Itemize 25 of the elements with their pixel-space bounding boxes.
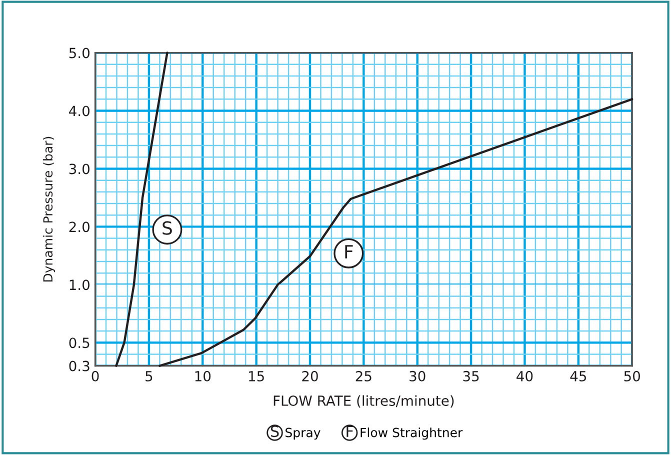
legend-label: Spray xyxy=(286,428,320,440)
legend-label: Flow Straightner xyxy=(360,428,463,440)
annotation: F xyxy=(345,245,353,258)
y-tick-label: 4.0 xyxy=(69,106,90,116)
x-tick-label: 0 xyxy=(92,370,99,382)
x-tick-label: 15 xyxy=(249,371,264,382)
text: S xyxy=(270,426,279,438)
y-tick-label: 5.0 xyxy=(69,48,90,58)
y-tick-label: 1.0 xyxy=(70,280,90,290)
y-tick-label: 3.0 xyxy=(69,164,90,174)
x-tick-label: 35 xyxy=(463,370,479,382)
x-tick-label: 25 xyxy=(356,370,372,382)
x-tick-label: 20 xyxy=(302,370,318,382)
annotation: S xyxy=(162,221,172,235)
y-tick-label: 0.5 xyxy=(69,338,90,348)
x-tick-label: 30 xyxy=(410,370,426,382)
x-tick-label: 5 xyxy=(146,371,152,382)
x-axis-title: FLOW RATE (litres/minute) xyxy=(274,395,454,408)
y-axis-title: Dynamic Pressure (bar) xyxy=(42,136,56,282)
y-tick-label: 0.3 xyxy=(69,360,90,372)
x-tick-label: 10 xyxy=(195,370,211,382)
x-tick-label: 50 xyxy=(624,370,640,382)
x-tick-label: 45 xyxy=(570,371,586,382)
y-tick-label: 2.0 xyxy=(69,222,90,232)
x-tick-label: 40 xyxy=(516,370,533,382)
